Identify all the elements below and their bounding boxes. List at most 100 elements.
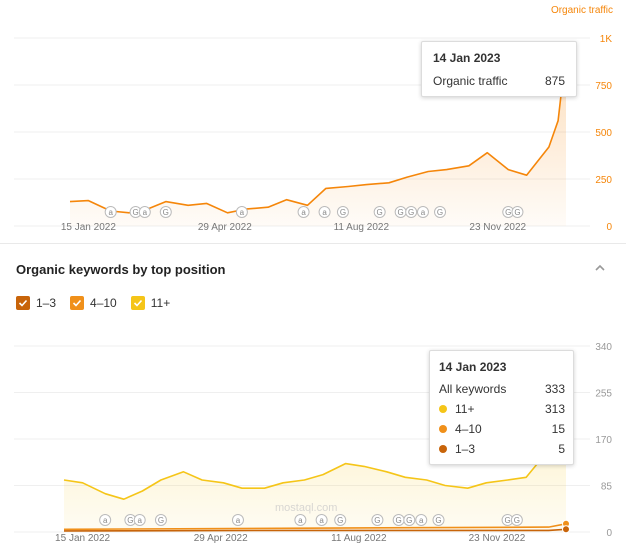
y-axis-title: Organic traffic [551,5,613,16]
annotation-marker[interactable]: G [511,206,524,218]
annotation-marker[interactable]: a [416,206,429,218]
tooltip-label: Organic traffic [433,74,508,88]
tooltip-date: 14 Jan 2023 [433,51,501,65]
check-icon [18,299,28,307]
chevron-up-icon [595,264,605,271]
y-tick-label: 170 [595,435,612,446]
annotation-marker[interactable]: G [394,206,407,218]
section-divider [0,243,626,244]
annotation-marker[interactable]: G [403,514,416,526]
section-title: Organic keywords by top position [16,262,226,277]
annotation-marker[interactable]: G [154,514,167,526]
tooltip-row-value: 5 [558,442,565,456]
annotation-marker[interactable]: G [434,206,447,218]
annotation-circle [231,514,244,526]
legend-label: 4–10 [90,296,117,310]
keywords-tooltip: 14 Jan 2023 All keywords 333 11+ 313 4–1… [429,350,574,465]
annotation-letter: G [132,208,138,217]
annotation-letter: G [396,516,402,525]
collapse-button[interactable] [592,260,608,276]
annotation-marker[interactable]: a [315,514,328,526]
annotation-marker[interactable]: a [231,514,244,526]
checkbox-11-plus[interactable] [130,296,145,310]
x-tick-label: 23 Nov 2022 [469,533,526,544]
annotation-marker[interactable]: a [415,514,428,526]
x-tick-label: 15 Jan 2022 [61,222,116,233]
y-tick-label: 750 [595,81,612,92]
series-line [63,523,567,531]
tooltip-row-label: 11+ [455,402,475,416]
annotation-marker[interactable]: G [334,514,347,526]
annotation-marker[interactable]: a [104,206,117,218]
traffic-tooltip: 14 Jan 2023 Organic traffic 875 [421,41,577,97]
annotation-letter: G [337,516,343,525]
annotation-circle [405,206,418,218]
annotation-marker[interactable]: a [99,514,112,526]
annotation-letter: G [158,516,164,525]
checkbox-1-3[interactable] [16,296,30,310]
annotation-letter: G [127,516,133,525]
annotation-circle [415,514,428,526]
legend-label: 11+ [150,296,171,310]
annotation-marker[interactable]: G [405,206,418,218]
annotation-letter: G [514,208,520,217]
annotation-marker[interactable]: a [133,514,146,526]
y-tick-label: 500 [595,128,612,139]
annotation-marker[interactable]: G [392,514,405,526]
annotation-circle [297,206,310,218]
dot-11-plus [439,405,447,413]
legend: 1–3 4–10 11+ [16,296,170,310]
annotation-marker[interactable]: G [432,514,445,526]
annotation-marker[interactable]: a [294,514,307,526]
annotation-marker[interactable]: a [138,206,151,218]
annotation-letter: G [505,208,511,217]
annotation-marker[interactable]: G [373,206,386,218]
y-tick-label: 85 [601,482,613,493]
y-tick-label: 0 [606,528,612,539]
annotation-marker[interactable]: a [318,206,331,218]
annotation-marker[interactable]: G [159,206,172,218]
dot-4-10 [439,425,447,433]
annotation-letter: a [108,208,113,217]
legend-item-11-plus[interactable]: 11+ [130,296,171,310]
annotation-letter: a [143,208,148,217]
annotation-letter: a [322,208,327,217]
annotation-letter: G [435,516,441,525]
checkbox-4-10[interactable] [70,296,85,310]
legend-item-4-10[interactable]: 4–10 [70,296,117,310]
annotation-marker[interactable]: G [336,206,349,218]
x-tick-label: 11 Aug 2022 [331,533,387,544]
annotation-letter: G [514,516,520,525]
annotation-letter: a [301,208,306,217]
annotation-circle [235,206,248,218]
organic-keywords-panel: Organic keywords by top position 1–3 4–1… [0,244,626,552]
annotation-marker[interactable]: a [235,206,248,218]
x-tick-label: 23 Nov 2022 [469,222,526,233]
annotation-letter: G [504,516,510,525]
annotation-marker[interactable]: a [297,206,310,218]
annotation-circle [334,514,347,526]
legend-item-1-3[interactable]: 1–3 [16,296,56,310]
x-tick-label: 29 Apr 2022 [198,222,252,233]
annotation-letter: a [240,208,245,217]
annotation-circle [315,514,328,526]
annotation-letter: G [377,208,383,217]
annotation-marker[interactable]: G [510,514,523,526]
tooltip-row-label: 1–3 [455,442,476,456]
annotation-circle [159,206,172,218]
series-line [63,528,567,532]
annotation-letter: G [408,208,414,217]
annotation-marker[interactable]: G [371,514,384,526]
series-end-point [562,525,570,534]
series-area [70,51,566,227]
series-line [69,51,567,214]
watermark: mostaql.com [275,502,338,514]
annotation-letter: G [374,516,380,525]
y-tick-label: 340 [595,342,612,353]
annotation-marker[interactable]: G [501,514,514,526]
annotation-marker[interactable]: G [502,206,515,218]
annotation-circle [373,206,386,218]
annotation-circle [510,514,523,526]
tooltip-all-label: All keywords [439,382,507,396]
